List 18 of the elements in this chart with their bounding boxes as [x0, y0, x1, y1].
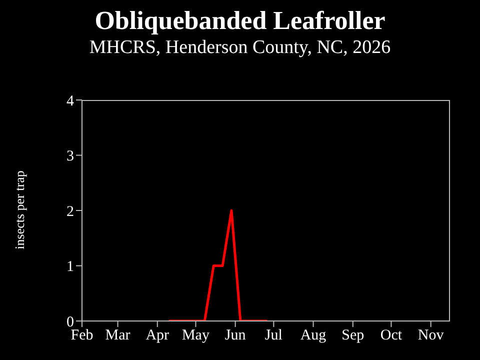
x-tick-label: Feb — [70, 328, 94, 344]
x-tick-label: Apr — [146, 328, 170, 344]
x-tick-label: Mar — [105, 328, 130, 344]
chart-subtitle: MHCRS, Henderson County, NC, 2026 — [88, 37, 392, 59]
x-tick-label: Oct — [380, 328, 403, 344]
y-tick-label: 0 — [66, 314, 74, 330]
x-tick-label: Jul — [264, 328, 282, 344]
y-tick-label: 3 — [66, 148, 74, 165]
x-tick-label: Nov — [418, 328, 444, 344]
y-tick-label: 2 — [66, 204, 74, 220]
y-tick-label: 1 — [66, 259, 74, 276]
x-tick-label: May — [182, 328, 210, 344]
x-tick-label: Jun — [224, 328, 246, 344]
chart-title: Obliquebanded Leafroller — [94, 6, 386, 36]
y-tick-label: 4 — [66, 93, 74, 110]
y-axis-title: insects per trap — [12, 170, 28, 250]
x-tick-label: Sep — [342, 328, 364, 344]
x-tick-label: Aug — [300, 328, 327, 344]
